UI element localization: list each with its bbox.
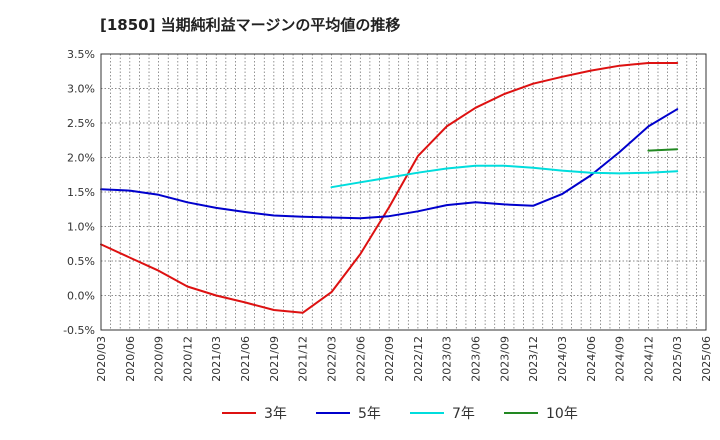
series-line xyxy=(330,164,679,189)
plot-frame xyxy=(100,53,707,331)
x-tick-label: 2022/09 xyxy=(383,336,396,382)
x-tick-label: 2021/09 xyxy=(268,336,281,382)
y-tick-label: 0.5% xyxy=(67,255,95,268)
series-line xyxy=(647,148,679,152)
x-tick-label: 2024/09 xyxy=(614,336,627,382)
x-tick-label: 2022/12 xyxy=(412,336,425,382)
x-tick-label: 2022/03 xyxy=(325,336,338,382)
x-tick-label: 2022/06 xyxy=(354,336,367,382)
legend: 3年 5年 7年 10年 xyxy=(222,406,578,422)
x-tick-label: 2023/12 xyxy=(527,336,540,382)
x-tick-label: 2021/06 xyxy=(239,336,252,382)
series-line xyxy=(100,62,679,314)
x-tick-label: 2024/03 xyxy=(556,336,569,382)
series-line xyxy=(100,108,679,220)
y-tick-label: 0.0% xyxy=(67,290,95,303)
x-tick-label: 2020/12 xyxy=(181,336,194,382)
x-tick-label: 2020/06 xyxy=(124,336,137,382)
y-tick-label: 3.0% xyxy=(67,83,95,96)
legend-label: 5年 xyxy=(358,406,381,422)
x-tick-label: 2021/12 xyxy=(297,336,310,382)
y-tick-label: 3.5% xyxy=(67,48,95,61)
x-tick-label: 2023/06 xyxy=(470,336,483,382)
y-tick-label: 2.0% xyxy=(67,152,95,165)
y-tick-label: 1.0% xyxy=(67,221,95,234)
legend-label: 3年 xyxy=(264,406,287,422)
y-tick-label: 1.5% xyxy=(67,186,95,199)
x-tick-label: 2023/03 xyxy=(441,336,454,382)
x-tick-label: 2023/09 xyxy=(498,336,511,382)
x-tick-label: 2021/03 xyxy=(210,336,223,382)
legend-label: 7年 xyxy=(452,406,475,422)
x-tick-label: 2020/09 xyxy=(153,336,166,382)
x-tick-label: 2020/03 xyxy=(95,336,108,382)
x-tick-label: 2025/03 xyxy=(671,336,684,382)
y-tick-label: -0.5% xyxy=(63,324,95,337)
legend-label: 10年 xyxy=(546,406,578,422)
y-tick-label: 2.5% xyxy=(67,117,95,130)
series-layer xyxy=(100,62,679,314)
x-tick-label: 2024/06 xyxy=(585,336,598,382)
x-tick-label: 2024/12 xyxy=(642,336,655,382)
chart-title: [1850] 当期純利益マージンの平均値の推移 xyxy=(100,16,401,34)
x-tick-label: 2025/06 xyxy=(700,336,713,382)
y-axis: -0.5% 0.0% 0.5% 1.0% 1.5% 2.0% 2.5% 3.0% 3.5% xyxy=(63,48,95,337)
x-axis: 2020/03 2020/06 2020/09 2020/12 2021/03 2021/… xyxy=(95,336,713,382)
